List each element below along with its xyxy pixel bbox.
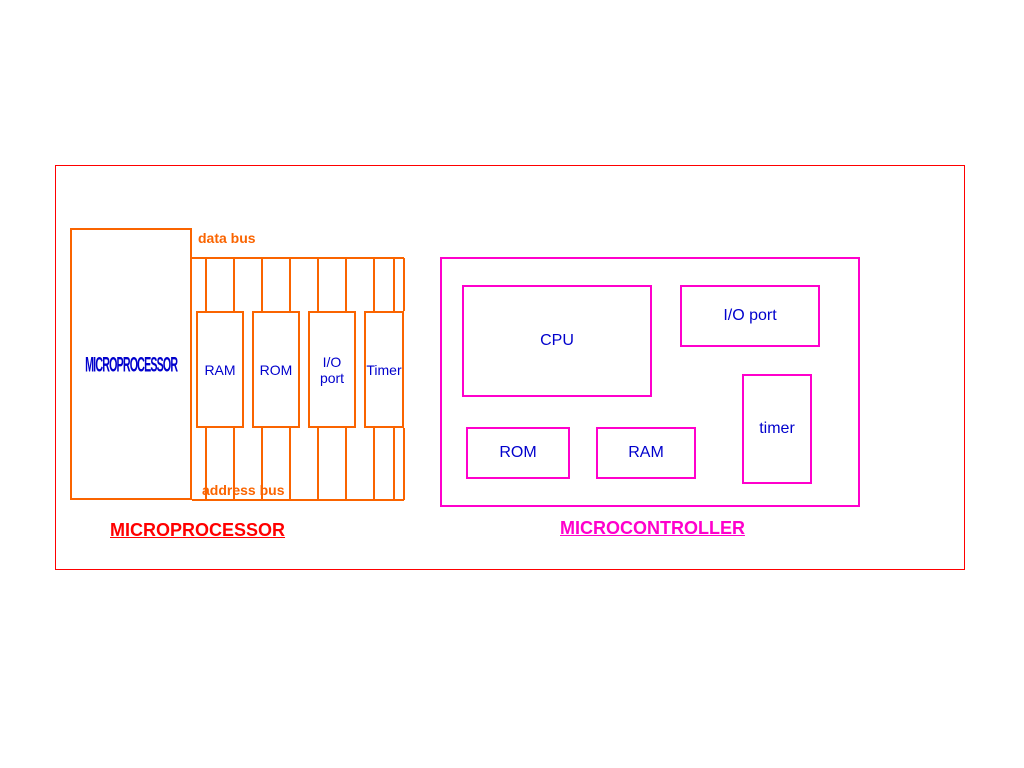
mc-block-timer: timer xyxy=(742,374,812,484)
microprocessor-chip-block: MICROPROCESSOR xyxy=(70,228,192,500)
peripheral-label: ROM xyxy=(260,362,293,378)
microprocessor-caption: MICROPROCESSOR xyxy=(110,520,285,541)
data-bus-label: data bus xyxy=(198,230,256,246)
peripheral-block-ram: RAM xyxy=(196,311,244,428)
peripheral-label: Timer xyxy=(366,362,401,378)
mc-block-label: RAM xyxy=(628,444,664,462)
microprocessor-chip-label: MICROPROCESSOR xyxy=(85,352,177,376)
mc-block-ram: RAM xyxy=(596,427,696,479)
mc-block-label: ROM xyxy=(499,444,536,462)
address-bus-label: address bus xyxy=(202,482,284,498)
mc-block-rom: ROM xyxy=(466,427,570,479)
peripheral-label: RAM xyxy=(204,362,235,378)
mc-block-label: I/O port xyxy=(723,307,776,325)
peripheral-block-rom: ROM xyxy=(252,311,300,428)
peripheral-block-timer: Timer xyxy=(364,311,404,428)
mc-block-label: CPU xyxy=(540,332,574,350)
mc-block-label: timer xyxy=(759,420,795,438)
mc-block-cpu: CPU xyxy=(462,285,652,397)
peripheral-label: I/O port xyxy=(310,354,354,386)
microcontroller-caption: MICROCONTROLLER xyxy=(560,518,745,539)
mc-block-ioport: I/O port xyxy=(680,285,820,347)
peripheral-block-ioport: I/O port xyxy=(308,311,356,428)
